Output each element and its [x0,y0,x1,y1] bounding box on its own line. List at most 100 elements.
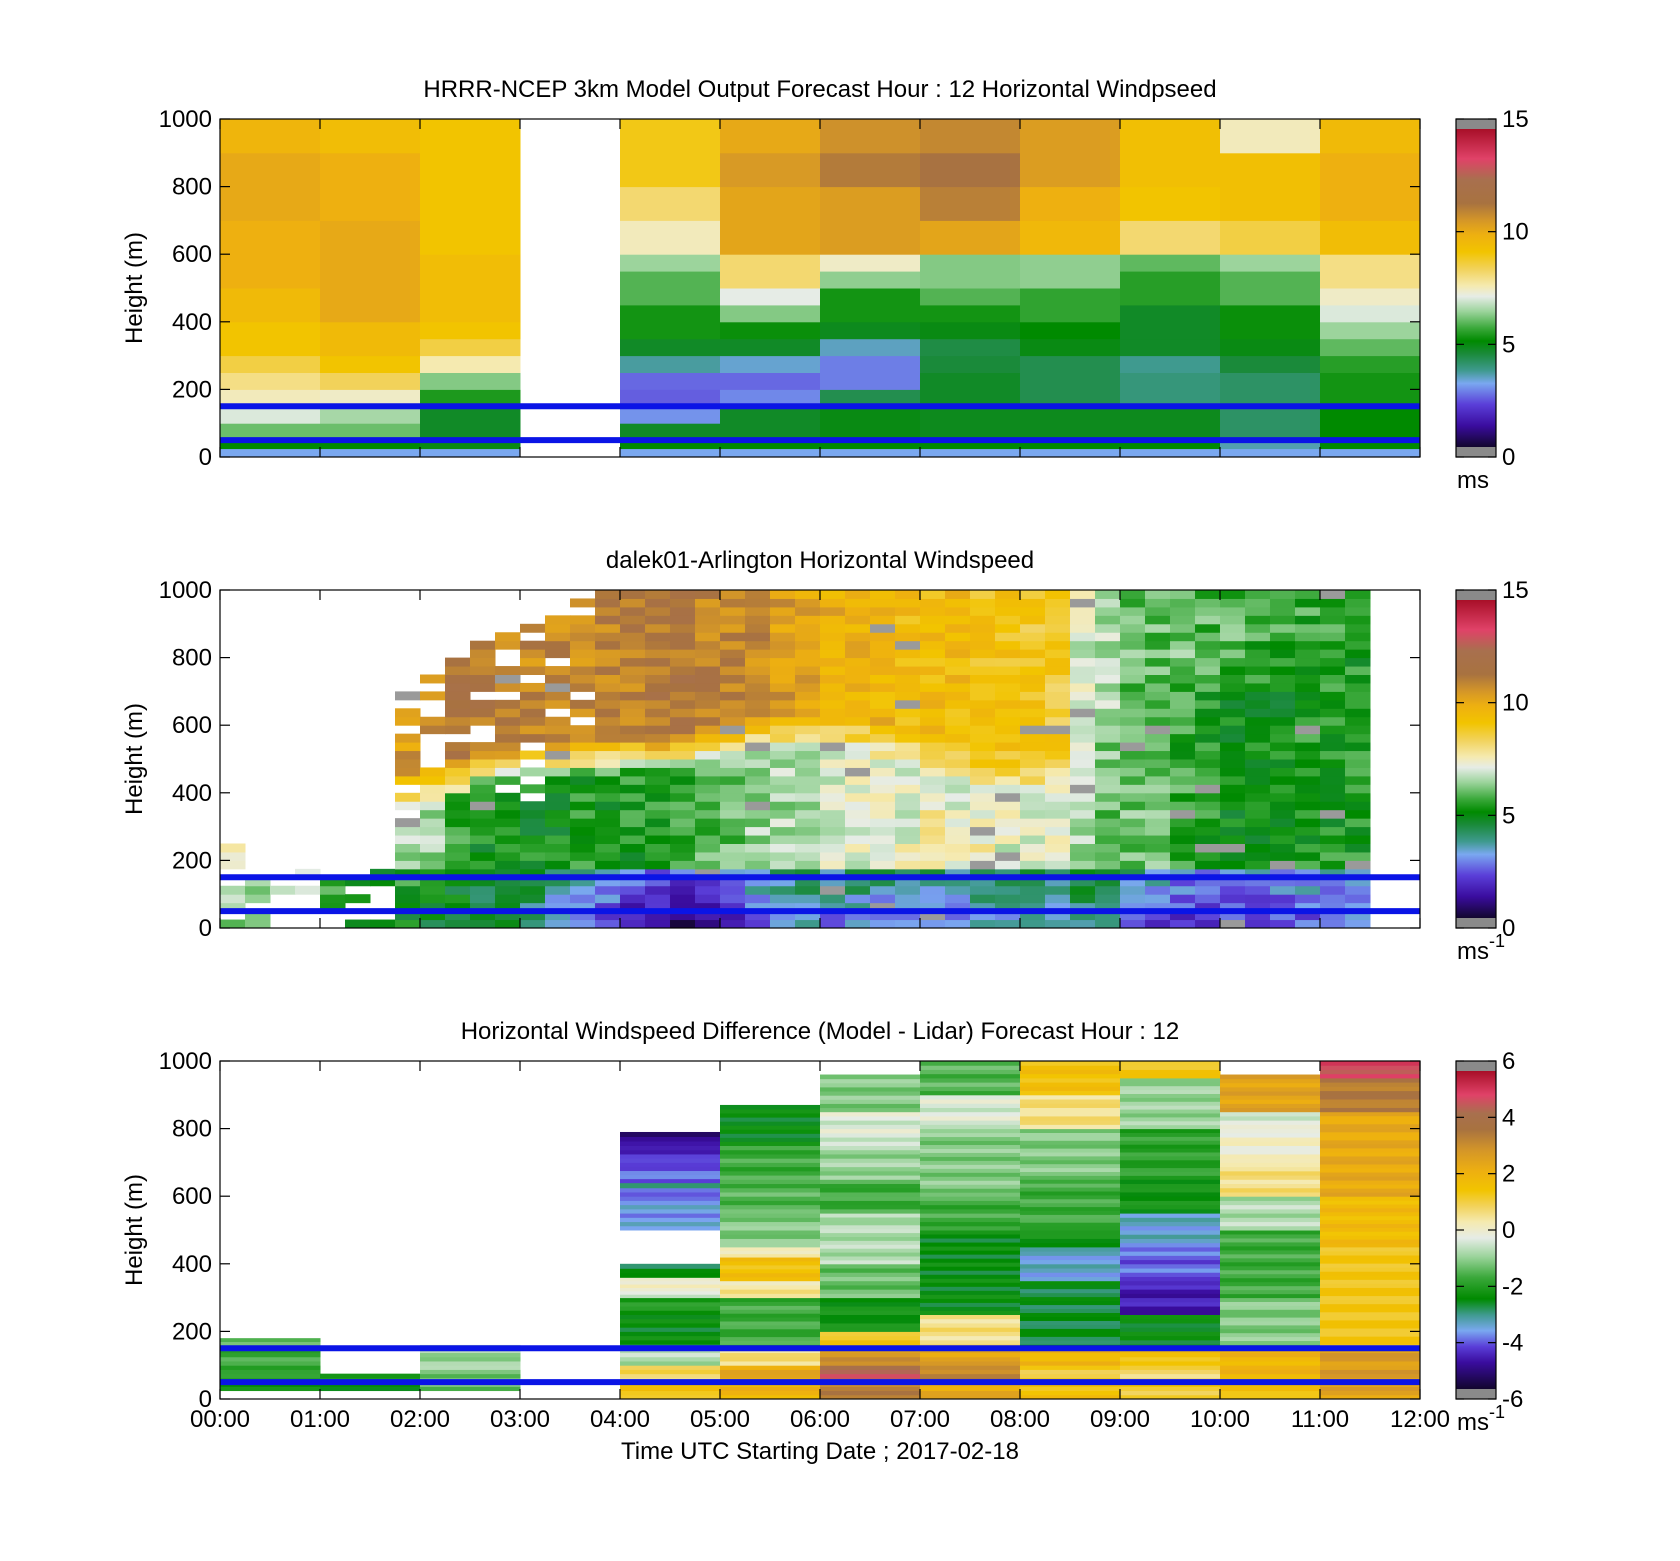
heatmap-cell [670,911,696,921]
heatmap-cell [370,919,396,928]
heatmap-cell [395,691,421,701]
heatmap-cell [1120,598,1146,608]
heatmap-cell [645,919,671,928]
heatmap-cell [1045,894,1071,904]
heatmap-cell [1345,792,1371,802]
heatmap-cell [1270,640,1296,650]
heatmap-cell [1020,1073,1121,1079]
heatmap-cell [470,666,496,675]
heatmap-cell [820,708,846,718]
heatmap-cell [870,877,896,887]
heatmap-cell [1270,775,1296,785]
heatmap-cell [1120,389,1221,407]
heatmap-cell [920,742,946,752]
heatmap-cell [1195,868,1221,878]
heatmap-cell [695,623,721,633]
heatmap-cell [1020,1107,1121,1113]
ytick-label: 400 [172,780,212,807]
heatmap-cell [645,775,671,785]
heatmap-cell [745,775,771,785]
colorbar-cap [1456,447,1496,457]
heatmap-cell [920,1290,1021,1295]
heatmap-cell [720,894,746,904]
heatmap-cell [1295,606,1321,616]
heatmap-cell [895,759,921,768]
heatmap-cell [545,742,571,752]
heatmap-cell [820,911,846,921]
ytick-label: 600 [172,241,212,268]
heatmap-cell [1020,1356,1121,1362]
heatmap-cell [570,640,596,650]
heatmap-cell [795,682,821,692]
heatmap-cell [720,851,746,861]
heatmap-cell [620,448,721,457]
heatmap-cell [770,885,796,895]
heatmap-cell [695,750,721,760]
heatmap-cell [1020,691,1046,701]
heatmap-cell [795,818,821,828]
heatmap-cell [395,708,421,718]
heatmap-cell [820,775,846,785]
heatmap-cell [1295,894,1321,904]
heatmap-cell [745,885,771,895]
heatmap-cell [870,868,896,878]
heatmap-cell [670,640,696,650]
heatmap-cell [1220,1149,1321,1155]
heatmap-cell [1220,1277,1321,1283]
heatmap-cell [845,826,871,836]
heatmap-cell [970,742,996,752]
heatmap-cell [320,440,421,450]
heatmap-cell [1020,1340,1121,1345]
heatmap-cell [1345,640,1371,650]
heatmap-cell [1195,750,1221,760]
heatmap-cell [920,1335,1021,1341]
heatmap-cell [945,801,971,811]
heatmap-cell [1320,1235,1420,1240]
heatmap-cell [545,877,571,887]
heatmap-cell [1195,699,1221,709]
heatmap-cell [870,615,896,625]
heatmap-cell [1170,733,1196,743]
difference-ylabel: Height (m) [121,1174,148,1286]
heatmap-cell [995,742,1021,752]
heatmap-cell [720,186,821,255]
heatmap-cell [1145,640,1171,650]
heatmap-cell [520,725,546,735]
heatmap-cell [870,666,896,675]
heatmap-cell [645,860,671,870]
heatmap-cell [1295,902,1321,912]
heatmap-cell [770,851,796,861]
heatmap-cell [720,1158,821,1163]
ytick-label: 0 [199,1386,212,1413]
heatmap-cell [1220,767,1246,777]
heatmap-cell [570,742,596,752]
heatmap-cell [1320,1360,1420,1366]
heatmap-cell [820,1170,921,1176]
heatmap-cell [820,835,846,844]
heatmap-cell [970,784,996,794]
heatmap-cell [920,1274,1021,1279]
heatmap-cell [895,725,921,735]
heatmap-cell [970,818,996,828]
colorbar-frame [1455,589,1497,929]
heatmap-cell [495,759,521,768]
heatmap-cell [920,1306,1021,1311]
heatmap-cell [1345,775,1371,785]
heatmap-cell [820,1339,921,1345]
heatmap-cell [720,885,746,895]
heatmap-cell [795,826,821,836]
heatmap-cell [1020,885,1046,895]
heatmap-cell [1220,1179,1321,1185]
heatmap-cell [1095,623,1121,633]
heatmap-cell [620,674,646,684]
heatmap-cell [1120,784,1146,794]
heatmap-cell [1020,733,1046,743]
heatmap-cell [1120,1301,1221,1307]
heatmap-cell [820,1208,921,1214]
heatmap-cell [570,860,596,870]
heatmap-cell [495,699,521,709]
heatmap-cell [845,919,871,928]
heatmap-cell [545,843,571,853]
heatmap-cell [595,674,621,684]
heatmap-cell [595,682,621,692]
